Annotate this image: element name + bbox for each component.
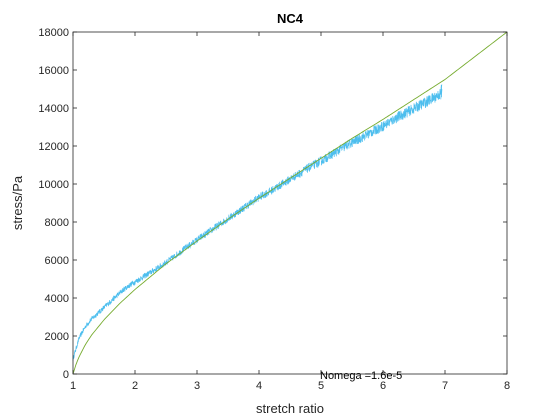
x-tick-label: 5 (318, 380, 324, 392)
y-axis-label: stress/Pa (10, 175, 25, 230)
x-tick-label: 4 (256, 380, 262, 392)
x-axis-ticks: 1 2 3 4 5 6 7 8 (70, 32, 510, 392)
y-axis-ticks: 0 2000 4000 6000 8000 10000 12000 14000 16000 180… (38, 27, 507, 381)
series-layer (72, 31, 508, 375)
x-axis-label: stretch ratio (256, 401, 324, 416)
y-tick-label: 0 (63, 369, 69, 381)
x-tick-label: 2 (132, 380, 138, 392)
plot-frame (72, 31, 508, 375)
x-tick-label: 1 (70, 380, 76, 392)
y-tick-label: 12000 (38, 141, 69, 153)
y-tick-label: 2000 (45, 331, 69, 343)
x-tick-label: 8 (504, 380, 510, 392)
y-tick-label: 4000 (45, 293, 69, 305)
x-tick-label: 7 (442, 380, 448, 392)
y-tick-label: 16000 (38, 65, 69, 77)
y-tick-label: 8000 (45, 217, 69, 229)
y-tick-label: 18000 (38, 27, 69, 39)
x-tick-label: 6 (380, 380, 386, 392)
chart-title: NC4 (277, 11, 304, 26)
model-annotation: Nomega =1.6e-5 (320, 370, 402, 382)
x-tick-label: 3 (194, 380, 200, 392)
plot-background (73, 32, 507, 374)
y-tick-label: 6000 (45, 255, 69, 267)
y-tick-label: 14000 (38, 103, 69, 115)
y-tick-label: 10000 (38, 179, 69, 191)
model-fit-line (72, 31, 508, 375)
